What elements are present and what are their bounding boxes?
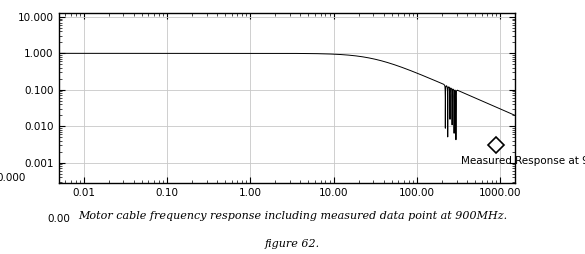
Text: 0.00: 0.00	[47, 214, 70, 224]
Text: 0.000: 0.000	[0, 173, 26, 183]
Text: figure 62.: figure 62.	[265, 239, 320, 249]
Text: Measured Response at 900MHz: Measured Response at 900MHz	[462, 156, 585, 166]
Text: Motor cable frequency response including measured data point at 900MHz.: Motor cable frequency response including…	[78, 211, 507, 221]
